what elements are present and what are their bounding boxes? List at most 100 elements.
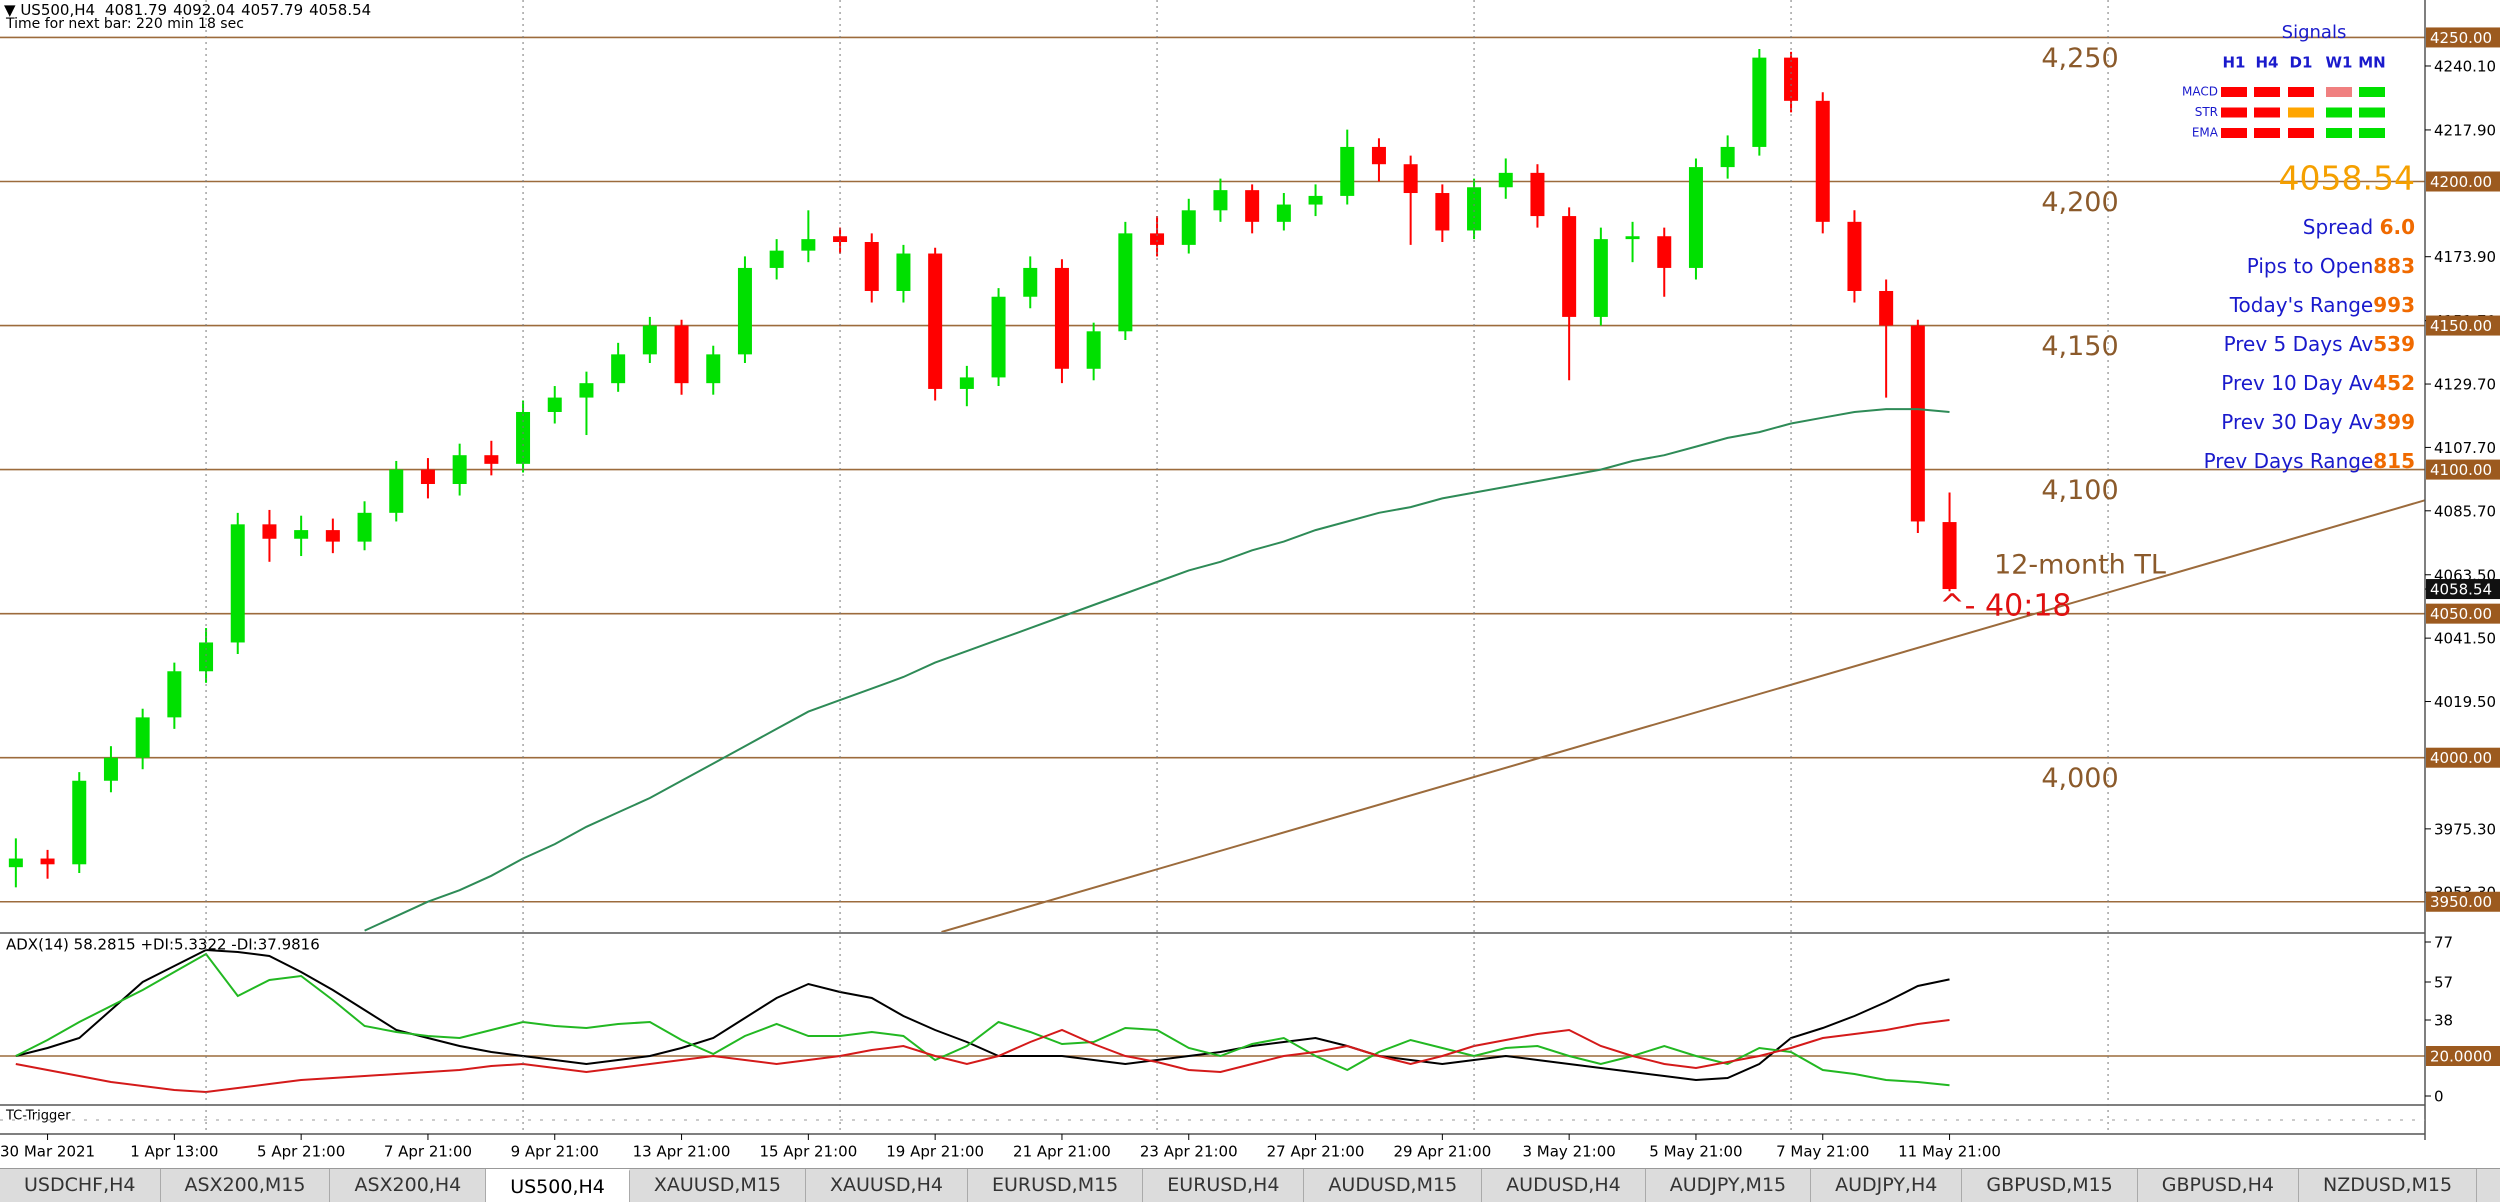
- signal-column: D1: [2290, 54, 2313, 72]
- x-tick-label: 27 Apr 21:00: [1267, 1143, 1365, 1161]
- series-line: [15, 948, 1950, 1082]
- stat-value: 539: [2373, 332, 2415, 356]
- symbol-tab[interactable]: EURUSD,M15: [968, 1169, 1144, 1202]
- adx-title: ADX(14) 58.2815 +DI:5.3322 -DI:37.9816: [6, 936, 320, 954]
- signal-cell: [2221, 87, 2247, 97]
- last-price-label: 4058.54: [2430, 581, 2492, 599]
- candle-body: [199, 642, 214, 672]
- signal-cell: [2288, 107, 2314, 118]
- series-line: [15, 1019, 1950, 1094]
- candle-body: [1657, 236, 1672, 268]
- candle-body: [294, 530, 309, 539]
- candle-body: [1879, 290, 1894, 326]
- symbol-tab[interactable]: AUDUSD,H4: [1482, 1169, 1646, 1202]
- candle-body: [1150, 233, 1165, 245]
- stat-row: Pips to Open883: [2247, 254, 2415, 278]
- candle-body: [167, 671, 182, 718]
- y-tick-label: 38: [2434, 1012, 2453, 1030]
- current-price: 4058.54: [2279, 159, 2415, 198]
- signals-panel: Signals H1 H4 D1 W1 MN MACD STR EMA: [2182, 22, 2386, 140]
- candle-body: [452, 455, 467, 485]
- x-tick-label: 1 Apr 13:00: [130, 1143, 218, 1161]
- candle-body: [1054, 267, 1069, 369]
- y-tick-label: 4129.70: [2434, 376, 2496, 394]
- candle-body: [484, 455, 499, 464]
- signal-column: W1: [2326, 54, 2353, 72]
- candle-body: [1086, 331, 1101, 369]
- candle-body: [1910, 325, 1925, 522]
- symbol-tab[interactable]: US500,H4: [486, 1169, 630, 1202]
- candle-body: [135, 717, 150, 758]
- candle-body: [1371, 146, 1386, 165]
- candle-body: [1023, 267, 1038, 297]
- level-axis-label: 4100.00: [2430, 461, 2492, 479]
- symbol-tab[interactable]: AUDJPY,M15: [1646, 1169, 1812, 1202]
- tc-trigger-title: TC-Trigger: [5, 1109, 71, 1124]
- chart: ▼ US500,H4 4081.79 4092.04 4057.79 4058.54 T…: [0, 0, 2500, 1161]
- level-box: [2426, 315, 2500, 336]
- signal-cell: [2254, 128, 2280, 138]
- candle-body: [611, 354, 626, 384]
- symbol-tab[interactable]: NZDUSD,M15: [2299, 1169, 2478, 1202]
- stat-label: Prev 30 Day Av: [2221, 410, 2373, 434]
- stat-label: Pips to Open: [2247, 254, 2374, 278]
- ohlc-high: 4092.04: [173, 1, 235, 19]
- stat-label: Prev 10 Day Av: [2221, 371, 2373, 395]
- stat-row: Today's Range993: [2229, 293, 2415, 317]
- signal-column: H4: [2256, 54, 2279, 72]
- stat-label: Spread: [2303, 215, 2380, 239]
- candle-body: [1625, 236, 1640, 240]
- x-tick-label: 5 May 21:00: [1649, 1143, 1742, 1161]
- symbol-tab[interactable]: AUDJPY,H4: [1811, 1169, 1963, 1202]
- level-axis-label: 4200.00: [2430, 173, 2492, 191]
- candle-body: [801, 239, 816, 251]
- y-tick-label: 57: [2434, 974, 2453, 992]
- symbol-tab[interactable]: XAUUSD,M15: [630, 1169, 807, 1202]
- level-axis-label: 4150.00: [2430, 317, 2492, 335]
- x-tick-label: 29 Apr 21:00: [1393, 1143, 1491, 1161]
- level-label: 4,100: [2041, 475, 2118, 506]
- series-line: [15, 952, 1950, 1087]
- stat-row: Spread 6.0: [2303, 215, 2415, 239]
- signal-cell: [2221, 128, 2247, 138]
- signal-row-name: EMA: [2192, 126, 2219, 140]
- candle-body: [1213, 190, 1228, 211]
- symbol-tab[interactable]: ASX200,M15: [161, 1169, 331, 1202]
- symbol-tab[interactable]: XAUUSD,H4: [806, 1169, 968, 1202]
- ohlc-low: 4057.79: [241, 1, 303, 19]
- signal-cell: [2326, 128, 2352, 138]
- level-axis-label: 4000.00: [2430, 749, 2492, 767]
- y-tick-label: 0: [2434, 1088, 2444, 1106]
- candle-body: [103, 757, 118, 781]
- adx-plot: [0, 948, 2425, 1094]
- stat-row: Prev 5 Days Av539: [2224, 332, 2415, 356]
- signal-cell: [2359, 107, 2385, 118]
- level-label: 4,000: [2041, 763, 2118, 794]
- symbol-tab[interactable]: GBPUSD,M15: [1962, 1169, 2138, 1202]
- level-box: [2426, 891, 2500, 912]
- bar-timer: Time for next bar: 220 min 18 sec: [5, 16, 244, 32]
- y-tick-label: 4107.70: [2434, 439, 2496, 457]
- y-tick-label: 3975.30: [2434, 820, 2496, 838]
- stat-value: 399: [2373, 410, 2415, 434]
- symbol-tab[interactable]: AUDUSD,M15: [1304, 1169, 1483, 1202]
- annotation: ^- 40:18: [1940, 589, 2072, 624]
- symbol-tab[interactable]: GBPUSD,H4: [2138, 1169, 2300, 1202]
- level-label: 4,150: [2041, 331, 2118, 362]
- y-tick-label: 4041.50: [2434, 630, 2496, 648]
- symbol-tab[interactable]: NZDUSD,H4: [2477, 1169, 2500, 1202]
- candle-body: [959, 377, 974, 389]
- candle-body: [357, 512, 372, 542]
- candle-body: [1847, 221, 1862, 291]
- symbol-tab[interactable]: EURUSD,H4: [1143, 1169, 1305, 1202]
- candle-body: [1720, 146, 1735, 168]
- symbol-tab[interactable]: ASX200,H4: [330, 1169, 487, 1202]
- candle-body: [928, 253, 943, 389]
- symbol-tab[interactable]: USDCHF,H4: [0, 1169, 161, 1202]
- last-price-box: [2426, 579, 2500, 600]
- candle-body: [1942, 522, 1957, 590]
- y-tick-label: 4173.90: [2434, 248, 2496, 266]
- x-tick-label: 15 Apr 21:00: [759, 1143, 857, 1161]
